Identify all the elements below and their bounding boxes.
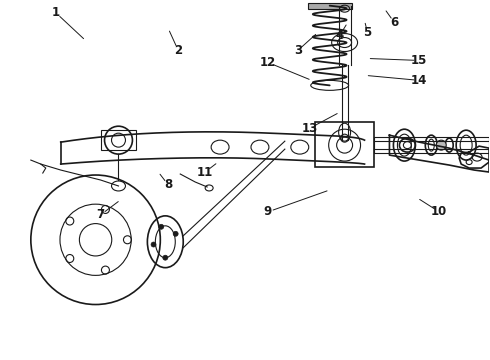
Text: 9: 9 xyxy=(264,205,272,219)
Bar xyxy=(315,122,374,167)
Text: 12: 12 xyxy=(260,56,276,69)
Text: 1: 1 xyxy=(51,6,60,19)
Bar xyxy=(100,130,136,150)
Bar xyxy=(308,3,352,9)
Circle shape xyxy=(436,140,446,150)
Bar xyxy=(374,137,489,153)
Text: 15: 15 xyxy=(411,54,427,67)
Text: 7: 7 xyxy=(97,208,105,221)
Circle shape xyxy=(173,231,178,236)
Text: 3: 3 xyxy=(294,44,302,57)
Text: 14: 14 xyxy=(411,74,427,87)
Text: 11: 11 xyxy=(197,166,213,179)
Circle shape xyxy=(151,242,156,247)
Text: 10: 10 xyxy=(431,205,447,219)
Text: 13: 13 xyxy=(302,122,318,135)
Text: 2: 2 xyxy=(174,44,182,57)
Circle shape xyxy=(163,255,168,260)
Text: 6: 6 xyxy=(391,16,398,29)
Text: 8: 8 xyxy=(164,179,172,192)
Circle shape xyxy=(159,224,164,229)
Text: 5: 5 xyxy=(364,26,371,39)
Text: 4: 4 xyxy=(336,29,344,42)
